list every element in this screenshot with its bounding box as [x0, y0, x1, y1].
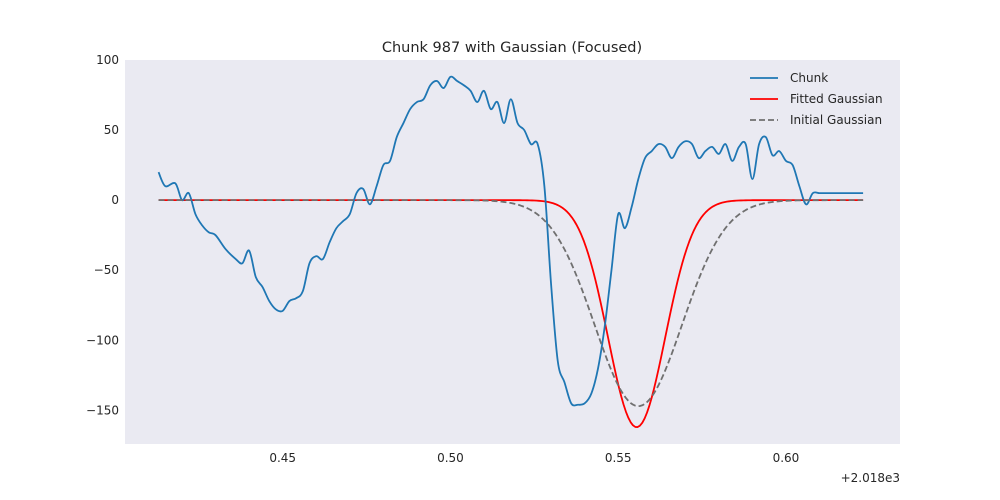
x-offset-label: +2.018e3 [841, 471, 900, 485]
x-tick-label: 0.45 [269, 451, 296, 465]
y-tick-label: −150 [86, 403, 119, 417]
chart-title: Chunk 987 with Gaussian (Focused) [382, 40, 642, 56]
series-layer [157, 75, 864, 428]
x-axis: 0.45 0.50 0.55 0.60 [269, 451, 799, 465]
plot-area [125, 60, 900, 444]
y-tick-label: 100 [96, 53, 119, 67]
legend: Chunk Fitted Gaussian Initial Gaussian [750, 71, 883, 127]
y-axis: 100 50 0 −50 −100 −150 [86, 53, 119, 417]
legend-label: Chunk [790, 71, 828, 85]
y-tick-label: 0 [111, 193, 119, 207]
legend-label: Initial Gaussian [790, 113, 882, 127]
series-line-initial-gaussian [158, 199, 864, 408]
y-tick-label: 50 [104, 123, 119, 137]
x-tick-label: 0.50 [437, 451, 464, 465]
y-tick-label: −50 [94, 263, 119, 277]
series-line-chunk [157, 75, 864, 407]
y-tick-label: −100 [86, 333, 119, 347]
legend-label: Fitted Gaussian [790, 92, 883, 106]
x-tick-label: 0.60 [773, 451, 800, 465]
x-tick-label: 0.55 [605, 451, 632, 465]
